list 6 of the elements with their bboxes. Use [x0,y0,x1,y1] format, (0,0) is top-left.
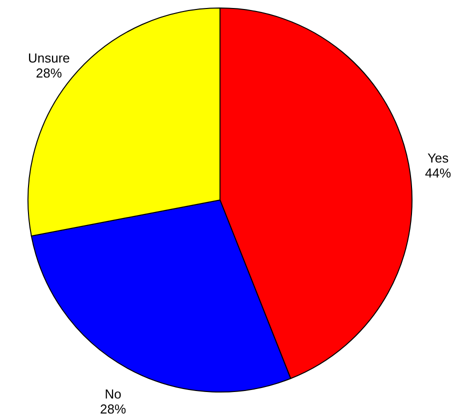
slice-label: Yes [427,150,450,166]
slice-label: No [104,386,122,402]
data-label: 44% [425,165,452,180]
data-label: 28% [36,65,62,80]
data-label: 28% [100,402,126,417]
slice-label: Unsure [28,50,70,66]
